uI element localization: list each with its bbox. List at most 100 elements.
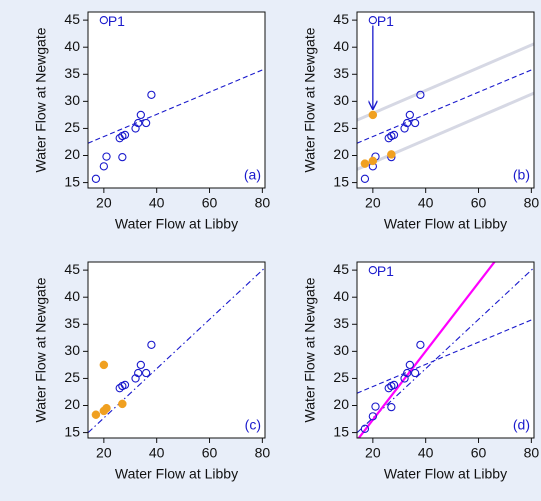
x-tick-label: 40: [149, 445, 165, 461]
plot-area: [88, 12, 265, 188]
y-tick-label: 45: [64, 261, 80, 277]
y-tick-label: 20: [333, 146, 349, 162]
panel-label: (b): [513, 167, 530, 183]
y-tick-label: 30: [333, 342, 349, 358]
y-tick-label: 15: [333, 173, 349, 189]
panel: 15 20 25 30 35 40 45 20 40 60 80 Water Flow at Libb…: [33, 261, 271, 482]
panel: 15 20 25 30 35 40 45 20 40 60 80 Water Flow at Libb…: [302, 11, 540, 232]
data-point: [147, 90, 156, 100]
y-tick-label: 45: [333, 11, 349, 27]
plot-content: [357, 15, 534, 183]
data-point: [99, 360, 109, 370]
y-tick-label: 35: [64, 315, 80, 331]
x-tick-label: 60: [202, 195, 218, 211]
data-point: [360, 174, 370, 183]
x-tick-label: 20: [96, 195, 112, 211]
fit-line: [357, 262, 496, 438]
y-tick-label: 30: [333, 92, 349, 108]
plot-content: [88, 15, 265, 183]
plot-frame: [356, 261, 535, 439]
data-point: [368, 265, 378, 275]
panel-label: (c): [245, 417, 261, 433]
data-point: [368, 15, 378, 25]
plot-area: [88, 262, 265, 438]
data-point: [131, 124, 140, 133]
data-point: [416, 340, 425, 350]
data-point: [120, 380, 130, 390]
y-tick-label: 20: [64, 396, 80, 412]
y-tick-label: 45: [333, 261, 349, 277]
data-point: [120, 130, 130, 140]
x-axis-label: Water Flow at Libby: [384, 216, 507, 232]
data-point: [403, 118, 412, 128]
x-axis-label: Water Flow at Libby: [115, 216, 238, 232]
x-tick-label: 40: [418, 195, 434, 211]
x-tick-label: 60: [202, 445, 218, 461]
y-tick-label: 25: [333, 369, 349, 385]
x-tick-label: 40: [418, 445, 434, 461]
data-point: [360, 424, 370, 433]
data-point: [405, 110, 414, 120]
x-tick-label: 20: [365, 195, 381, 211]
y-tick-label: 25: [64, 369, 80, 385]
data-point: [387, 402, 396, 412]
data-point: [389, 380, 399, 390]
data-point: [102, 152, 111, 161]
data-point: [368, 412, 378, 421]
panel-label: (a): [244, 167, 261, 183]
y-tick-label: 40: [64, 38, 80, 54]
data-point: [368, 110, 378, 120]
plot-frame: [356, 11, 535, 189]
plot-frame: [87, 261, 266, 439]
data-point: [131, 374, 140, 383]
y-tick-label: 40: [64, 288, 80, 304]
panel: 15 20 25 30 35 40 45 20 40 60 80 Water Flow at Libb…: [302, 261, 540, 482]
data-point: [136, 360, 145, 370]
data-point: [102, 403, 111, 413]
y-axis-label: Water Flow at Newgate: [33, 27, 49, 172]
data-point: [403, 368, 412, 378]
plot-content: [357, 262, 534, 438]
y-tick-label: 25: [333, 119, 349, 135]
data-point: [416, 90, 425, 100]
plot-content: [88, 267, 265, 434]
data-point: [410, 118, 420, 128]
point-annotation: P1: [108, 13, 125, 29]
fit-line: [357, 91, 534, 171]
y-tick-label: 30: [64, 342, 80, 358]
y-tick-label: 20: [333, 396, 349, 412]
data-point: [405, 360, 414, 370]
y-tick-label: 30: [64, 92, 80, 108]
data-point: [400, 374, 409, 383]
data-point: [387, 150, 396, 159]
data-point: [400, 124, 409, 133]
y-axis-label: Water Flow at Newgate: [33, 277, 49, 422]
y-tick-label: 20: [64, 146, 80, 162]
data-point: [99, 162, 109, 171]
data-point: [134, 368, 143, 378]
x-tick-label: 40: [149, 195, 165, 211]
y-axis-label: Water Flow at Newgate: [302, 27, 318, 172]
data-point: [368, 156, 378, 166]
y-tick-label: 15: [64, 423, 80, 439]
data-point: [91, 410, 101, 419]
data-point: [141, 118, 151, 128]
x-tick-label: 20: [365, 445, 381, 461]
y-tick-label: 15: [333, 423, 349, 439]
point-annotation: P1: [377, 263, 394, 279]
x-tick-label: 80: [255, 195, 271, 211]
plot-frame: [87, 11, 266, 189]
x-tick-label: 80: [255, 445, 271, 461]
x-tick-label: 80: [524, 195, 540, 211]
data-point: [141, 368, 151, 378]
panel-label: (d): [513, 417, 530, 433]
point-annotation: P1: [377, 13, 394, 29]
plot-area: [357, 262, 534, 438]
y-axis-label: Water Flow at Newgate: [302, 277, 318, 422]
panel: 15 20 25 30 35 40 45 20 40 60 80 Water Flow at Libb…: [33, 11, 271, 232]
plot-area: [357, 12, 534, 188]
y-tick-label: 25: [64, 119, 80, 135]
x-tick-label: 80: [524, 445, 540, 461]
y-tick-label: 40: [333, 38, 349, 54]
